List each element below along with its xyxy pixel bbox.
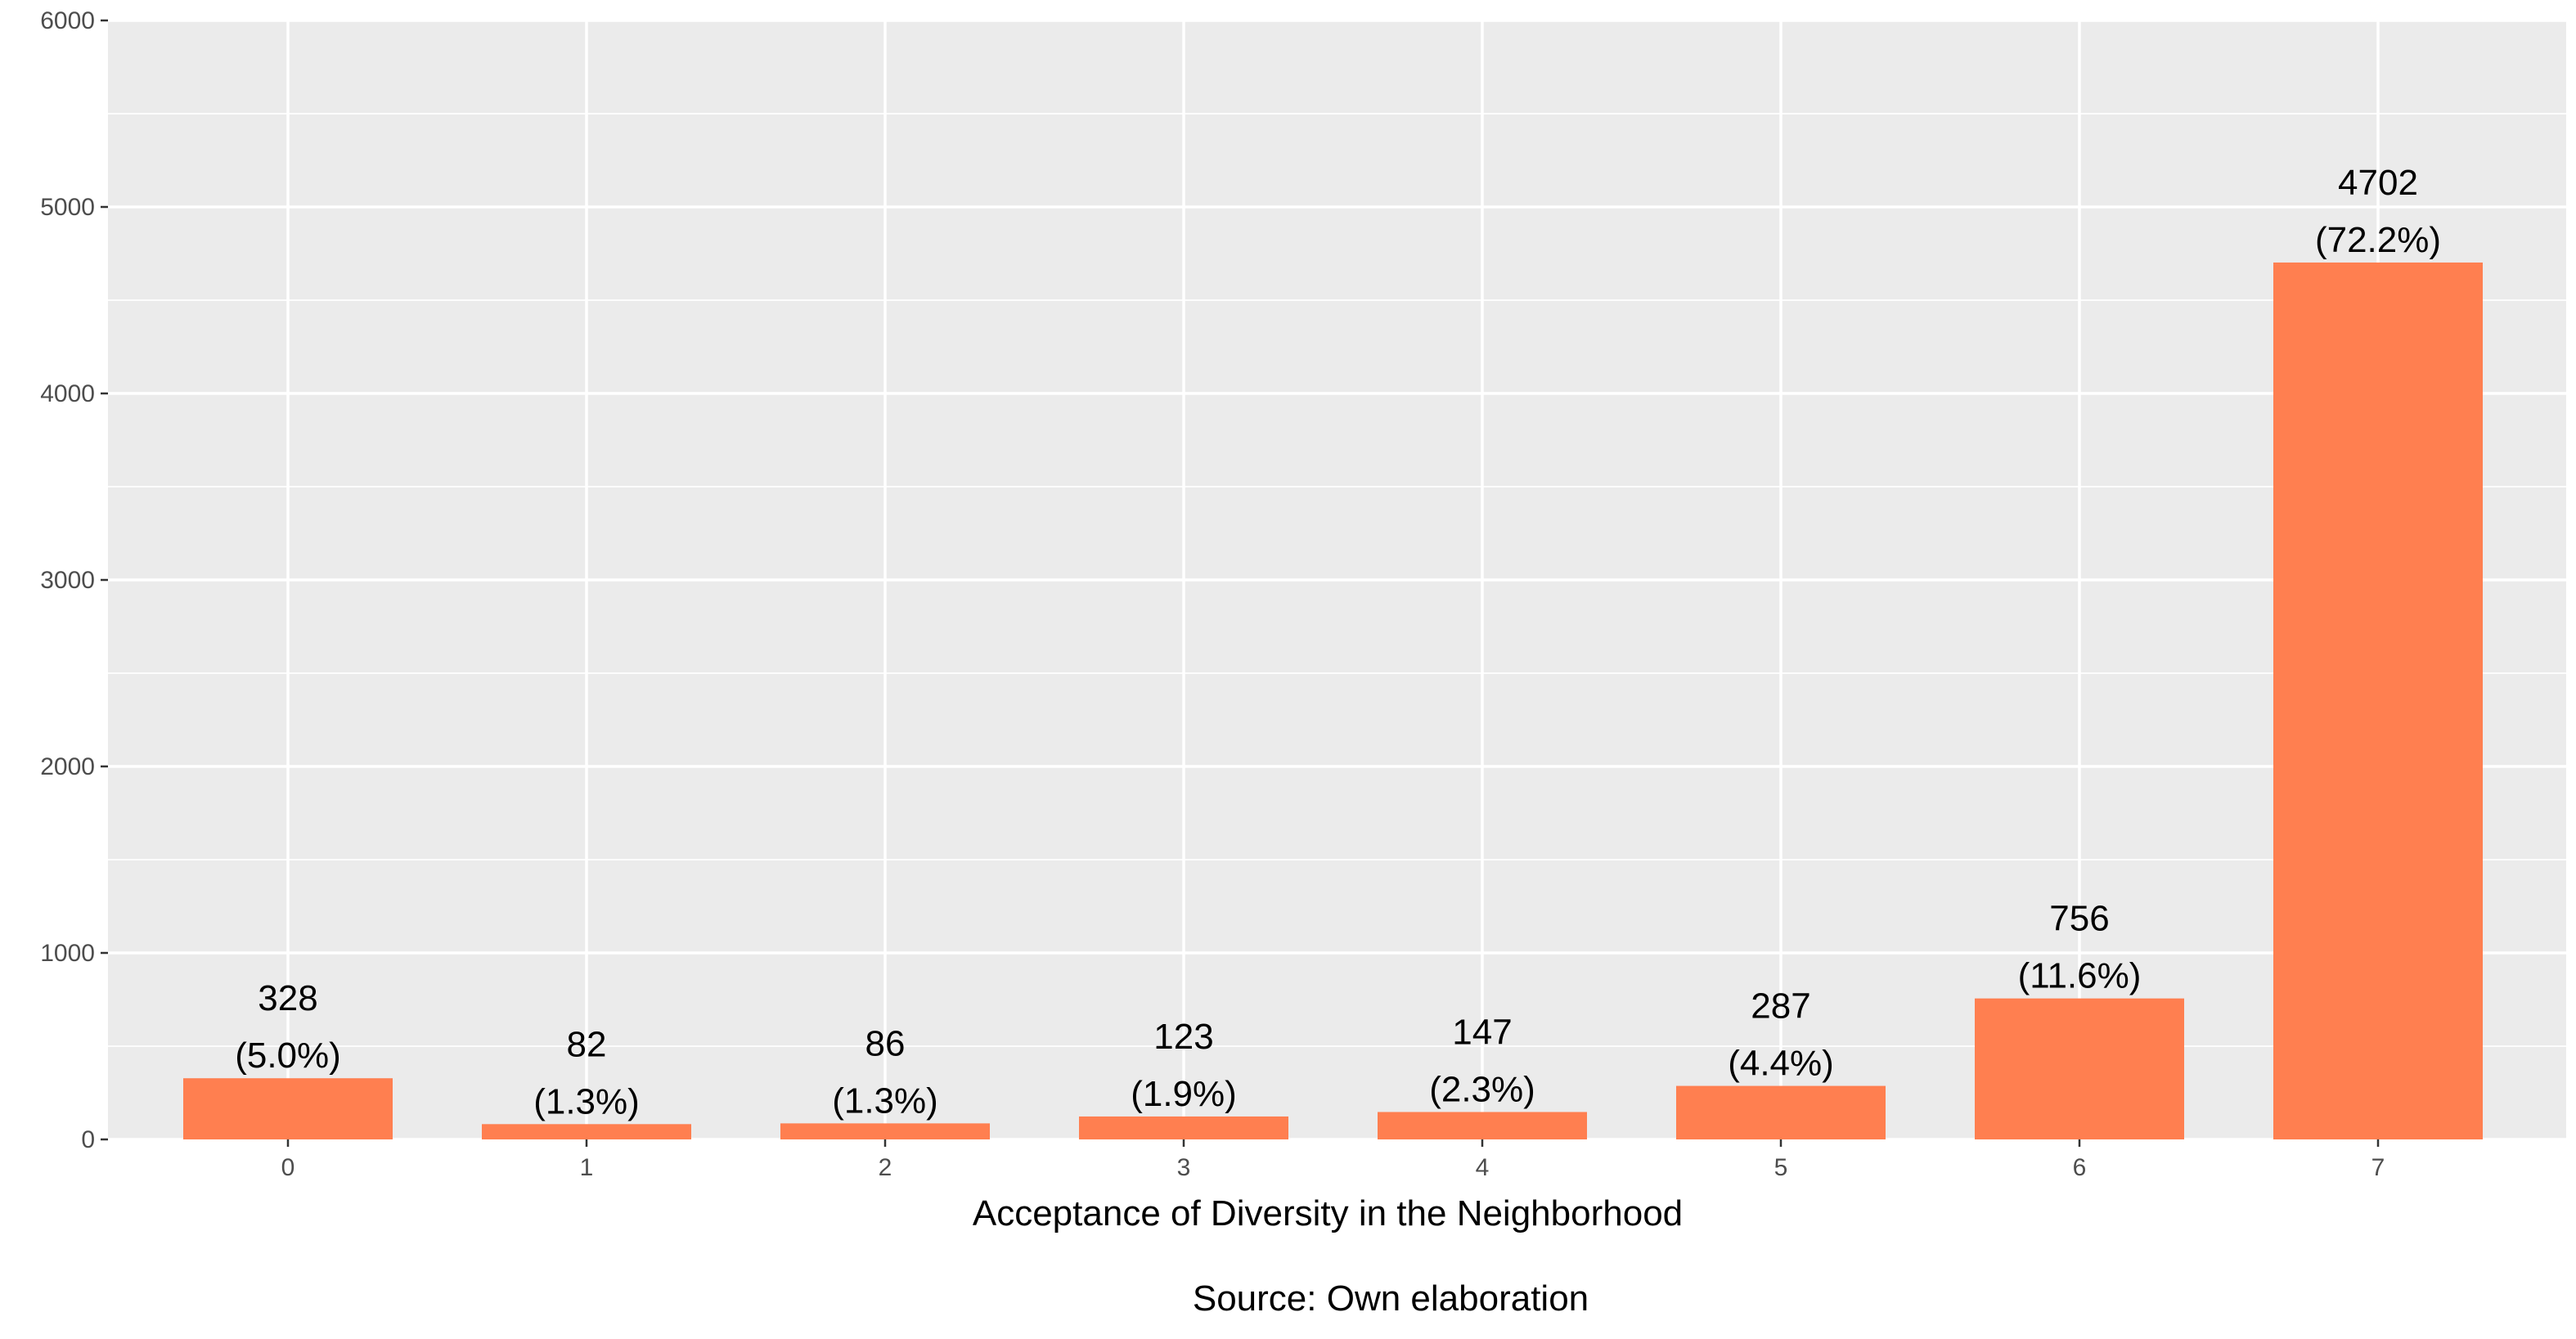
x-axis-title: Acceptance of Diversity in the Neighborh… (973, 1193, 1683, 1233)
bar-percent-label: (72.2%) (2315, 220, 2441, 260)
bar (780, 1123, 990, 1139)
bar-value-label: 147 (1452, 1012, 1512, 1052)
bar-value-label: 4702 (2338, 163, 2418, 203)
y-axis: 0 1000 2000 3000 4000 5000 6000 (40, 7, 108, 1153)
bar (1079, 1116, 1288, 1139)
bar (1676, 1085, 1886, 1139)
x-tick-label: 4 (1476, 1154, 1490, 1181)
bar (1975, 998, 2184, 1139)
bar (1378, 1112, 1587, 1139)
bars (183, 262, 2483, 1140)
bar-percent-label: (1.3%) (533, 1081, 640, 1121)
x-tick-label: 6 (2073, 1154, 2087, 1181)
y-tick-label: 1000 (40, 940, 95, 967)
x-tick-label: 1 (580, 1154, 594, 1181)
bar-percent-label: (11.6%) (2018, 956, 2142, 996)
x-tick-label: 3 (1177, 1154, 1191, 1181)
bar (482, 1124, 691, 1139)
bar-value-label: 287 (1751, 986, 1810, 1027)
bar (2273, 262, 2483, 1140)
bar-value-label: 86 (865, 1023, 906, 1063)
bar-percent-label: (1.9%) (1131, 1074, 1237, 1114)
y-tick-label: 2000 (40, 753, 95, 780)
bar-percent-label: (1.3%) (832, 1081, 938, 1121)
minor-gridlines (108, 113, 2566, 1047)
chart-caption: Source: Own elaboration (1193, 1278, 1589, 1319)
y-tick-label: 6000 (40, 7, 95, 34)
x-tick-label: 2 (879, 1154, 892, 1181)
bar-percent-label: (5.0%) (235, 1036, 341, 1076)
y-tick-label: 5000 (40, 194, 95, 221)
bar (183, 1078, 393, 1139)
y-tick-label: 0 (81, 1126, 95, 1153)
bar-value-label: 328 (258, 978, 317, 1018)
bar-value-label: 123 (1153, 1017, 1213, 1057)
bar-percent-label: (4.4%) (1728, 1044, 1834, 1084)
bar-labels: (5.0%) 328 (1.3%) 82 (1.3%) 86 (1.9%) 123 (2.3%)… (235, 163, 2441, 1121)
y-tick-label: 3000 (40, 567, 95, 594)
bar-percent-label: (2.3%) (1429, 1069, 1535, 1109)
x-tick-label: 0 (281, 1154, 295, 1181)
bar-value-label: 82 (567, 1024, 607, 1064)
x-axis: 0 1 2 3 4 5 6 7 (281, 1139, 2385, 1181)
x-tick-label: 5 (1774, 1154, 1788, 1181)
major-gridlines (108, 19, 2566, 1141)
x-tick-label: 7 (2371, 1154, 2385, 1181)
bar-value-label: 756 (2049, 899, 2109, 939)
y-tick-label: 4000 (40, 380, 95, 407)
